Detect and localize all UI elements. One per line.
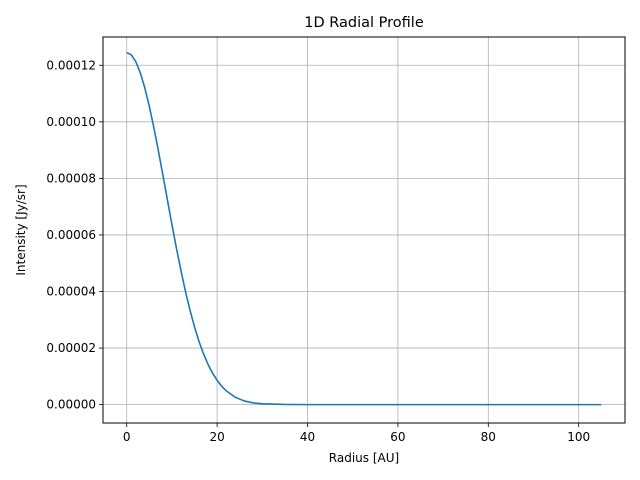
x-tick-label: 20 — [209, 430, 224, 444]
y-axis-label: Intensity [Jy/sr] — [14, 184, 28, 275]
x-tick-label: 0 — [123, 430, 131, 444]
y-tick-label: 0.00000 — [46, 398, 96, 412]
x-tick-label: 100 — [567, 430, 590, 444]
x-tick-label: 80 — [481, 430, 496, 444]
x-axis-label: Radius [AU] — [329, 451, 399, 465]
x-tick-label: 60 — [390, 430, 405, 444]
x-tick-label: 40 — [300, 430, 315, 444]
y-tick-label: 0.00004 — [46, 285, 96, 299]
profile-line — [126, 51, 602, 406]
y-tick-label: 0.00006 — [46, 228, 96, 242]
axis-ticks: 0 20 40 60 80 100 0.00000 0.00002 0.00004 0.00006… — [46, 58, 590, 444]
plot-area — [126, 51, 602, 406]
chart-title: 1D Radial Profile — [304, 15, 424, 31]
y-tick-label: 0.00010 — [46, 115, 96, 129]
y-tick-label: 0.00008 — [46, 171, 96, 185]
axes-frame — [102, 36, 626, 424]
y-tick-label: 0.00012 — [46, 58, 96, 72]
y-tick-label: 0.00002 — [46, 341, 96, 355]
grid-lines — [103, 37, 625, 423]
